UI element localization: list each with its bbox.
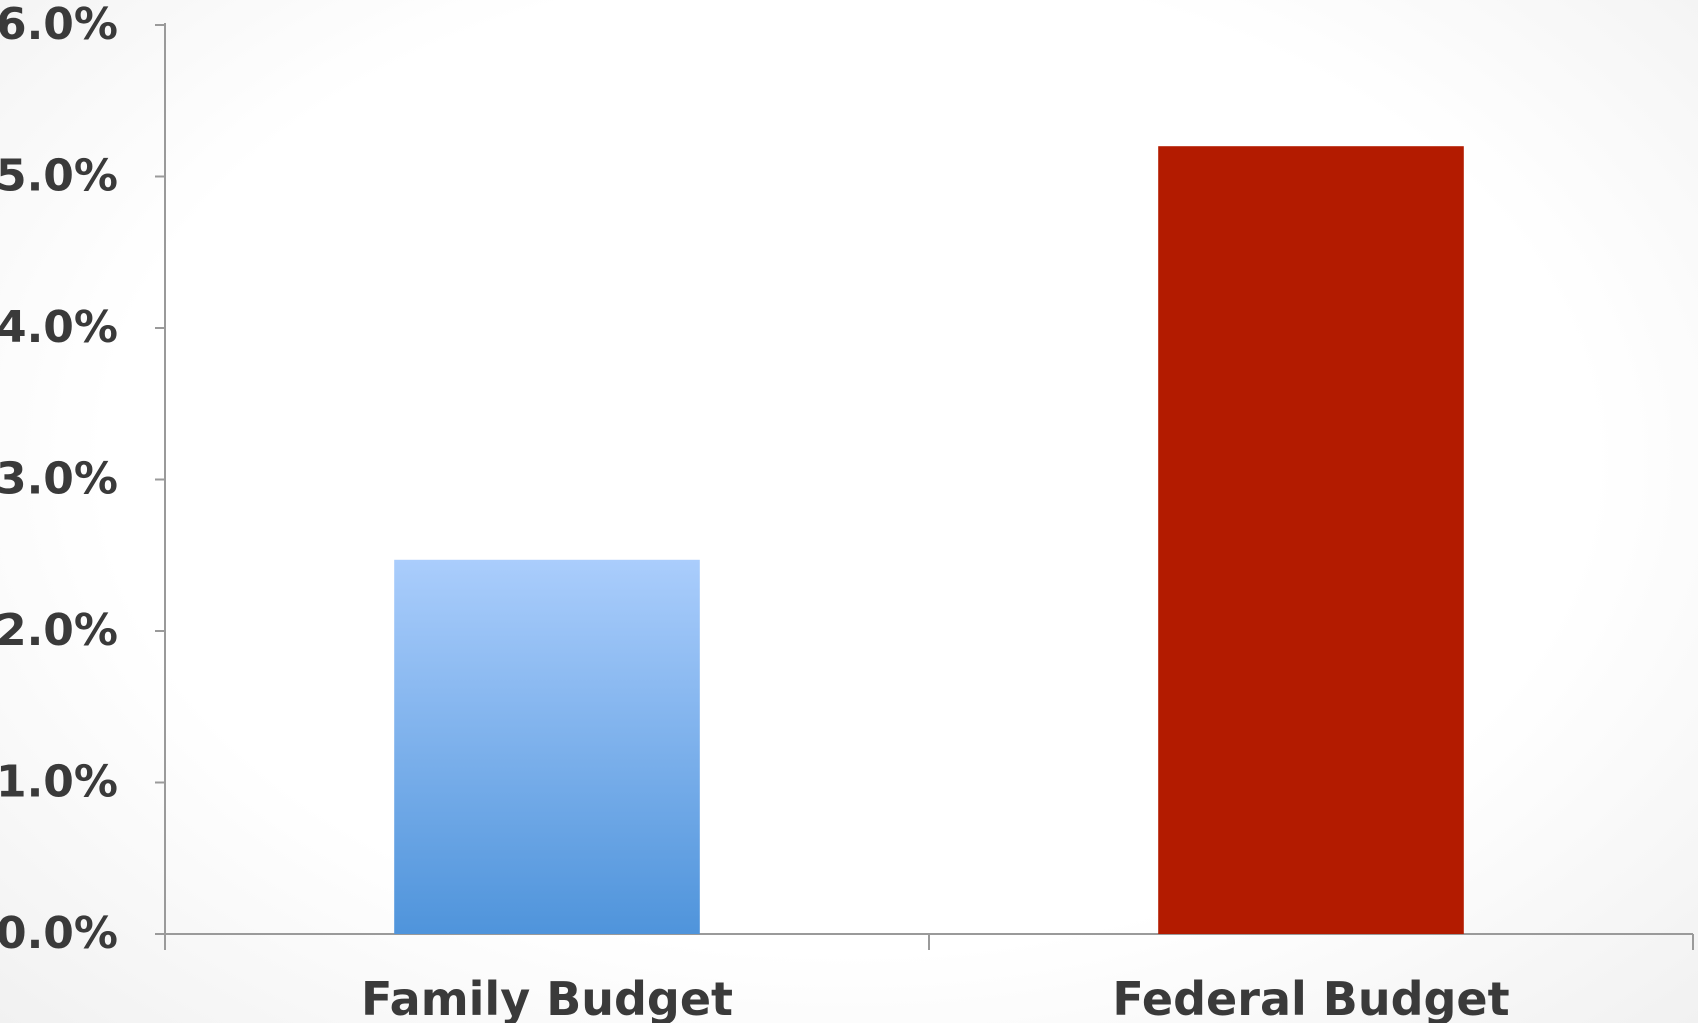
bars bbox=[394, 146, 1464, 934]
x-tick-label: Family Budget bbox=[361, 972, 733, 1023]
y-tick-label: 0.0% bbox=[0, 908, 118, 959]
y-axis: 0.0% 1.0% 2.0% 3.0% 4.0% 5.0% 6.0% bbox=[0, 0, 166, 959]
y-tick-label: 5.0% bbox=[0, 151, 118, 202]
x-tick-label: Federal Budget bbox=[1112, 972, 1509, 1023]
y-tick-label: 6.0% bbox=[0, 0, 118, 50]
x-axis: Family Budget Federal Budget bbox=[164, 933, 1694, 1026]
bar-family-budget bbox=[394, 559, 700, 934]
y-tick-label: 4.0% bbox=[0, 302, 118, 353]
y-tick-label: 1.0% bbox=[0, 757, 118, 808]
y-tick-label: 2.0% bbox=[0, 605, 118, 656]
bar-federal-budget bbox=[1158, 146, 1464, 934]
y-tick-label: 3.0% bbox=[0, 454, 118, 505]
